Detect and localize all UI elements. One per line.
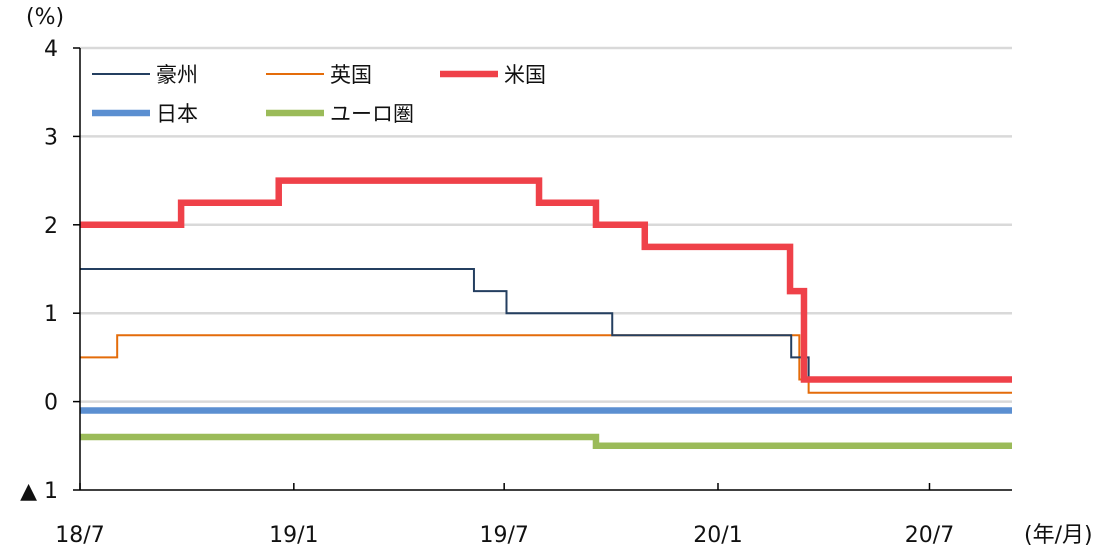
x-tick-label-4: 20/7 xyxy=(905,523,954,548)
series-line-英国 xyxy=(80,334,1012,394)
legend-label-1: 英国 xyxy=(330,63,372,87)
y-axis-unit: (%) xyxy=(26,5,64,30)
x-axis-unit: (年/月) xyxy=(1024,523,1093,548)
axes xyxy=(73,47,1012,491)
series-lines xyxy=(80,177,1012,450)
x-tick-label-3: 20/1 xyxy=(693,523,742,548)
series-line-ユーロ圏 xyxy=(80,433,1012,450)
y-tick-label-3: 1 xyxy=(44,302,58,327)
y-tick-label-1: 3 xyxy=(44,125,58,150)
legend-label-3: 日本 xyxy=(156,102,198,126)
x-tick-label-0: 18/7 xyxy=(55,523,104,548)
y-tick-labels: 4 3 2 1 0 ▲ 1 xyxy=(20,37,58,504)
series-line-豪州 xyxy=(80,268,1012,381)
y-tick-label-2: 2 xyxy=(44,214,58,239)
x-tick-labels: 18/7 19/1 19/7 20/1 20/7 xyxy=(55,523,954,548)
x-tick-label-2: 19/7 xyxy=(479,523,528,548)
series-line-米国 xyxy=(80,177,1012,383)
y-tick-label-5: ▲ 1 xyxy=(20,479,58,504)
gridlines xyxy=(80,46,1012,403)
legend-label-2: 米国 xyxy=(504,63,546,87)
y-tick-label-4: 0 xyxy=(44,391,58,416)
y-tick-label-0: 4 xyxy=(44,37,58,62)
legend-label-4: ユーロ圏 xyxy=(330,102,414,126)
x-tick-label-1: 19/1 xyxy=(269,523,318,548)
legend-label-0: 豪州 xyxy=(156,63,198,87)
